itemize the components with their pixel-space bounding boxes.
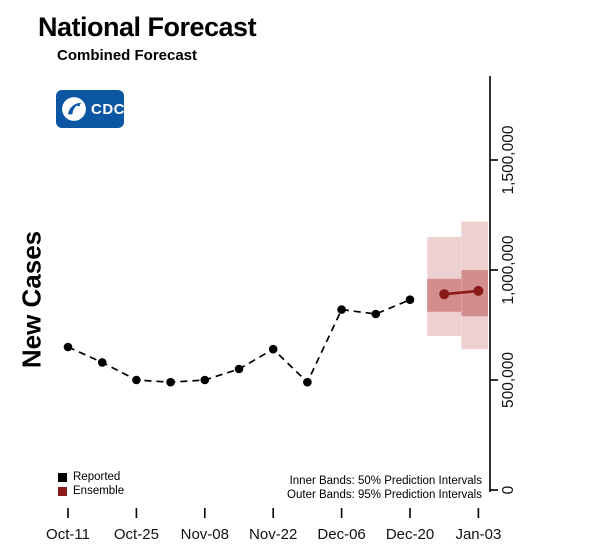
data-point-reported xyxy=(405,295,415,305)
data-point-ensemble xyxy=(473,285,484,296)
data-point-reported xyxy=(132,375,141,385)
x-tick-label: Dec-06 xyxy=(317,526,365,543)
outer-prediction-band xyxy=(461,221,488,350)
x-tick-label: Nov-08 xyxy=(181,526,229,543)
legend-item-reported: Reported xyxy=(58,470,124,484)
cdc-logo-text: CDC xyxy=(91,100,125,118)
cdc-logo: CDC xyxy=(56,90,125,128)
x-tick-label: Nov-22 xyxy=(249,526,297,543)
data-point-reported xyxy=(303,377,312,387)
data-point-reported xyxy=(97,358,107,367)
legend-swatch-ensemble xyxy=(58,486,67,496)
y-tick-label: 0 xyxy=(500,485,517,494)
series-line-ensemble xyxy=(444,289,479,296)
inner-band-note: Inner Bands: 50% Prediction Intervals xyxy=(289,475,482,487)
page-subtitle: Combined Forecast xyxy=(57,47,198,64)
x-tick-label: Oct-11 xyxy=(46,526,90,543)
data-point-reported xyxy=(166,377,175,387)
y-tick-label: 500,000 xyxy=(500,352,517,408)
data-point-reported xyxy=(234,364,244,374)
legend-label-reported: Reported xyxy=(73,471,121,483)
data-point-reported xyxy=(268,344,278,354)
data-point-reported xyxy=(337,305,346,314)
data-point-ensemble xyxy=(439,289,450,300)
outer-prediction-band xyxy=(427,237,462,336)
x-tick-label: Dec-20 xyxy=(386,526,434,543)
data-point-reported xyxy=(200,375,210,385)
data-point-reported xyxy=(63,342,73,352)
y-tick-label: 1,000,000 xyxy=(500,235,517,304)
legend-item-ensemble: Ensemble xyxy=(58,484,124,498)
legend-label-ensemble: Ensemble xyxy=(73,485,125,497)
data-point-reported xyxy=(371,309,381,319)
page-title: National Forecast xyxy=(38,12,257,42)
prediction-interval-notes: Inner Bands: 50% Prediction Intervals Ou… xyxy=(287,474,482,502)
x-tick-label: Jan-03 xyxy=(455,526,501,543)
legend-swatch-reported xyxy=(58,472,67,482)
hhs-eagle-icon xyxy=(61,96,87,122)
x-tick-label: Oct-25 xyxy=(114,526,159,543)
y-tick-label: 1,500,000 xyxy=(500,125,517,194)
chart-legend: Reported Ensemble xyxy=(58,470,124,498)
outer-band-note: Outer Bands: 95% Prediction Intervals xyxy=(287,489,482,501)
